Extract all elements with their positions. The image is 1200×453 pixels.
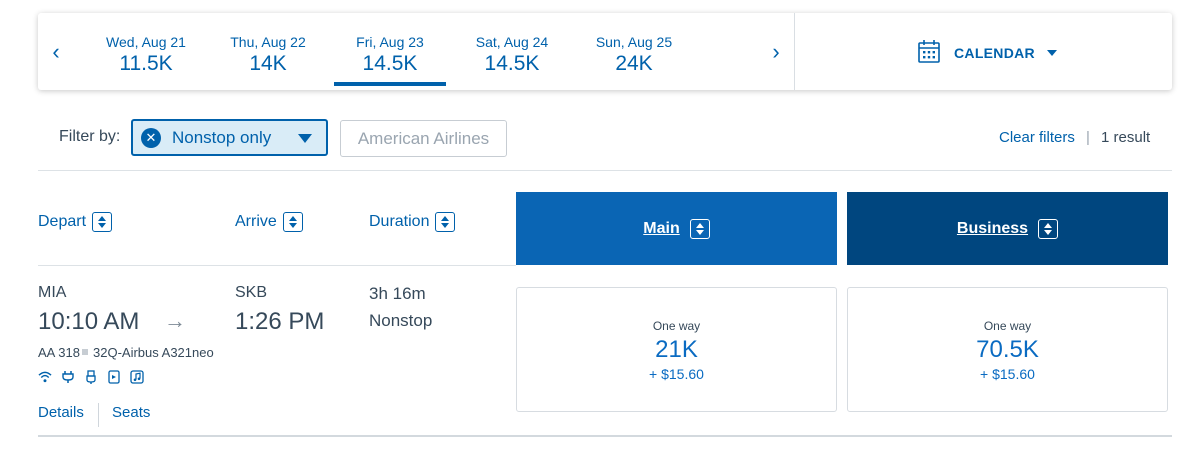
wifi-icon [38,370,52,384]
destination-airport: SKB [235,284,268,301]
date-option[interactable]: Wed, Aug 21 11.5K [90,13,202,90]
fare-type: One way [652,319,701,333]
sort-icon [92,212,113,232]
chevron-right-icon: › [772,38,780,64]
aircraft-type: 32Q-Airbus A321neo [93,345,214,360]
date-price: 11.5K [119,52,173,75]
date-option[interactable]: Sat, Aug 24 14.5K [456,13,568,90]
fare-type: One way [983,319,1032,333]
date-selector: ‹ Wed, Aug 21 11.5K Thu, Aug 22 14K Fri,… [38,13,1172,90]
depart-time: 10:10 AM [38,308,140,335]
divider [98,403,99,427]
origin-airport: MIA [38,284,67,301]
calendar-icon [918,39,940,68]
stops-info: Nonstop [369,311,433,330]
fare-miles: 70.5K [976,336,1039,363]
nonstop-filter-dropdown[interactable]: ✕ Nonstop only [131,119,328,156]
details-link[interactable]: Details [38,404,84,421]
amenities [38,370,144,384]
fare-miles: 21K [655,336,698,363]
divider [38,265,516,266]
divider [38,435,1172,437]
column-label: Depart [38,213,87,230]
sort-arrive-button[interactable]: Arrive [235,212,303,232]
filter-value: Nonstop only [172,127,272,147]
seats-link[interactable]: Seats [112,404,151,421]
clear-filters-link[interactable]: Clear filters [999,129,1075,146]
caret-down-icon [1046,50,1057,56]
date-price: 14K [249,52,287,75]
airline-filter-button[interactable]: American Airlines [340,120,507,157]
separator: | [1086,129,1090,146]
arrow-right-icon: → [164,308,186,333]
date-label: Sun, Aug 25 [595,34,673,50]
date-option-selected[interactable]: Fri, Aug 23 14.5K [334,13,446,90]
fare-fee: + $15.60 [649,366,704,382]
chevron-left-icon: ‹ [52,38,60,64]
power-outlet-icon [61,370,75,384]
sort-icon [282,212,303,232]
usb-icon [84,370,98,384]
date-list: Wed, Aug 21 11.5K Thu, Aug 22 14K Fri, A… [38,13,794,90]
calendar-button[interactable]: CALENDAR [918,39,1057,68]
flight-number: AA 318 [38,345,80,360]
date-price: 14.5K [484,52,540,75]
cabin-label: Business [956,219,1029,237]
sort-icon [1038,218,1059,239]
business-fare-button[interactable]: One way 70.5K + $15.60 [847,287,1168,412]
next-dates-button[interactable]: › [758,13,794,90]
separator-dot [82,349,88,355]
date-label: Sat, Aug 24 [475,34,549,50]
remove-filter-icon[interactable]: ✕ [141,127,161,148]
caret-down-icon [298,134,312,143]
divider [794,13,795,90]
divider [38,170,1172,171]
date-option[interactable]: Thu, Aug 22 14K [212,13,324,90]
sort-depart-button[interactable]: Depart [38,212,113,232]
sort-icon [435,212,456,232]
arrive-time: 1:26 PM [235,308,325,335]
date-price: 24K [615,52,653,75]
calendar-label: CALENDAR [954,45,1035,61]
music-icon [130,370,144,384]
flight-duration: 3h 16m [369,284,426,303]
mobile-device-icon [107,370,121,384]
filter-label: Filter by: [59,128,121,145]
sort-business-cabin-button[interactable]: Business [847,192,1168,265]
column-label: Arrive [235,213,277,230]
column-label: Duration [369,213,430,230]
date-price: 14.5K [362,52,418,75]
sort-icon [689,218,710,239]
date-label: Wed, Aug 21 [106,34,186,50]
date-option[interactable]: Sun, Aug 25 24K [578,13,690,90]
result-count: 1 result [1101,129,1151,146]
date-label: Thu, Aug 22 [230,34,306,50]
fare-fee: + $15.60 [980,366,1035,382]
previous-dates-button[interactable]: ‹ [38,13,74,90]
main-fare-button[interactable]: One way 21K + $15.60 [516,287,837,412]
sort-duration-button[interactable]: Duration [369,212,456,232]
sort-main-cabin-button[interactable]: Main [516,192,837,265]
date-label: Fri, Aug 23 [356,34,424,50]
cabin-label: Main [643,219,680,237]
